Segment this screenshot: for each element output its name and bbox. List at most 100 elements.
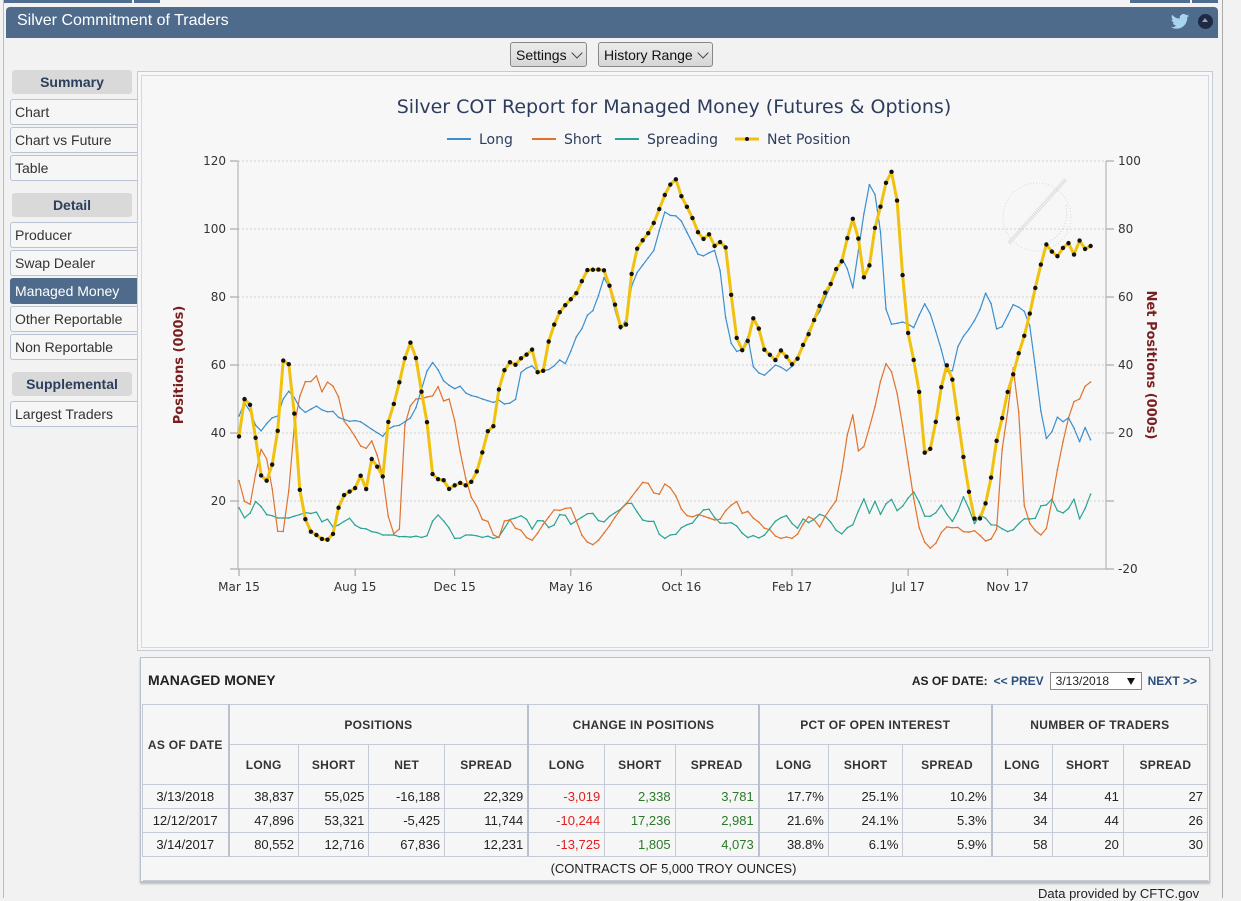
data-credit: Data provided by CFTC.gov — [1038, 886, 1200, 901]
series-long-point — [758, 372, 760, 374]
history-range-button[interactable]: History Range — [598, 42, 713, 67]
series-short-point — [741, 512, 744, 515]
series-spreading-point — [1078, 518, 1081, 520]
series-long-point — [1001, 325, 1003, 328]
twitter-icon[interactable] — [1169, 12, 1191, 32]
series-long-point — [359, 421, 362, 423]
table-row: 3/13/2018 38,837 55,025 -16,188 22,329 -3,019… — [142, 784, 1209, 809]
series-long-point — [940, 348, 943, 351]
top-tab[interactable] — [4, 0, 132, 3]
net-position-point — [375, 464, 380, 469]
series-long-point — [448, 384, 450, 387]
series-long-point — [299, 406, 301, 409]
net-position-point — [358, 473, 363, 478]
sidebar-item-largest-traders[interactable]: Largest Traders — [10, 401, 138, 427]
series-short-point — [719, 518, 721, 520]
legend-label: Short — [564, 132, 602, 148]
x-tick-label: Mar 15 — [218, 580, 260, 594]
series-spreading-point — [691, 522, 694, 524]
net-position-point — [607, 283, 612, 288]
series-spreading-point — [680, 526, 683, 529]
net-position-point — [944, 363, 950, 368]
table-cell: 44 — [1051, 808, 1124, 833]
net-position-point — [502, 367, 507, 373]
sidebar-item-chart[interactable]: Chart — [10, 99, 138, 125]
series-spreading-point — [835, 529, 838, 532]
axes: 20 40 60 80 100 120 -20 20 40 60 80 100 Mar 15 Aug 15… — [203, 154, 1141, 594]
net-position-point — [480, 450, 485, 455]
series-long-point — [570, 350, 572, 353]
series-long-point — [1040, 410, 1042, 412]
prev-link[interactable]: << PREV — [993, 674, 1044, 688]
sidebar-item-swap-dealer[interactable]: Swap Dealer — [10, 250, 138, 276]
date-select[interactable]: 3/13/2018 — [1049, 672, 1142, 690]
y2-tick-label: 40 — [1118, 358, 1133, 372]
series-long-point — [431, 361, 434, 364]
series-long-point — [636, 271, 638, 274]
top-tab[interactable] — [1192, 0, 1218, 3]
series-long-point — [735, 350, 738, 353]
net-position-point — [314, 532, 319, 538]
top-tab[interactable] — [134, 0, 160, 3]
series-long-point — [1045, 437, 1048, 440]
series-short-point — [459, 451, 462, 453]
sidebar-item-producer[interactable]: Producer — [10, 222, 138, 248]
next-link[interactable]: NEXT >> — [1147, 674, 1197, 688]
managed-money-table-panel: MANAGED MONEY AS OF DATE: << PREV 3/13/2… — [140, 657, 1210, 882]
series-spreading-point — [769, 527, 771, 530]
series-long-point — [697, 253, 699, 255]
y-tick-label: 40 — [211, 426, 226, 440]
net-position-point — [258, 473, 264, 478]
col-header: SPREAD — [1122, 744, 1209, 785]
series-spreading-point — [354, 524, 356, 526]
series-long-point — [995, 328, 998, 330]
series-spreading-point — [946, 513, 948, 516]
series-long-point — [1023, 310, 1026, 313]
series-long-point — [664, 211, 666, 213]
watermark-logo — [1002, 177, 1072, 252]
y2-tick-label: -20 — [1118, 562, 1138, 576]
collapse-icon[interactable] — [1198, 14, 1213, 29]
table-cell: 10.2% — [902, 784, 993, 809]
net-position-point — [950, 377, 955, 382]
net-position-point — [1022, 333, 1027, 338]
series-spreading-point — [724, 522, 727, 525]
col-header: SHORT — [1051, 744, 1124, 785]
series-short-point — [426, 396, 428, 398]
series-short-point — [929, 547, 932, 550]
cot-chart: Silver COT Report for Managed Money (Fut… — [172, 96, 1158, 594]
series-long-point — [752, 365, 755, 368]
net-position-point — [524, 352, 529, 357]
series-spreading-point — [1062, 512, 1064, 514]
x-tick-label: Dec 15 — [434, 580, 476, 594]
series-spreading-point — [503, 527, 506, 530]
net-position-point — [413, 355, 419, 361]
table-cell: -3,019 — [527, 784, 606, 809]
net-position-point — [292, 411, 297, 416]
series-long-point — [487, 399, 489, 402]
net-position-point — [397, 380, 402, 385]
sidebar-item-chart-vs-future[interactable]: Chart vs Future — [10, 127, 138, 153]
net-position-point — [778, 348, 784, 353]
table-cell: -16,188 — [368, 784, 446, 809]
table-cell: 26 — [1122, 808, 1209, 833]
sidebar-heading-detail: Detail — [12, 193, 132, 217]
sidebar-item-managed-money[interactable]: Managed Money — [10, 278, 138, 304]
series-spreading-point — [1040, 504, 1042, 507]
series-short-point — [940, 531, 943, 534]
table-cell: 53,321 — [297, 808, 370, 833]
series-long-point — [1028, 325, 1031, 327]
settings-button[interactable]: Settings — [510, 42, 587, 67]
net-position-point — [1038, 262, 1044, 267]
series-long-point — [525, 367, 528, 370]
sidebar-item-other-reportable[interactable]: Other Reportable — [10, 306, 138, 332]
sidebar-item-table[interactable]: Table — [10, 155, 138, 181]
series-spreading-point — [393, 534, 395, 536]
series-spreading-point — [299, 513, 301, 516]
series-spreading-point — [381, 534, 384, 536]
series-short-point — [885, 362, 887, 365]
net-position-point — [518, 356, 524, 361]
series-short-point — [780, 537, 782, 540]
top-tab[interactable] — [1130, 0, 1190, 3]
sidebar-item-non-reportable[interactable]: Non Reportable — [10, 334, 138, 360]
